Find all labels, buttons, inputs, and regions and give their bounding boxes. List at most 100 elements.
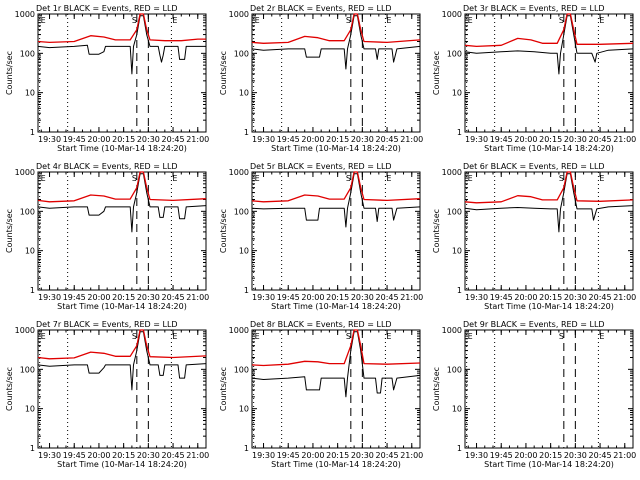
y-axis-label: Counts/sec [5,51,14,95]
x-tick-label: 20:30 [351,293,374,302]
y-tick-label: 100 [20,207,35,216]
marker-label: S [346,16,351,25]
marker-label: E [386,332,391,341]
marker-label: E [599,332,604,341]
y-axis-label: Counts/sec [5,209,14,253]
events-line [464,15,634,75]
panel-2: Det 2r BLACK = Events, RED = LLD 1 10 100 10… [219,4,423,153]
x-tick-label: 20:15 [112,451,135,460]
y-tick-label: 1 [30,128,35,137]
y-tick-label: 1000 [442,168,462,177]
x-tick-label: 20:30 [137,451,160,460]
marker-label: E [599,16,604,25]
x-tick-label: 19:45 [277,135,300,144]
y-axis-label: Counts/sec [219,367,228,411]
x-tick-label: 21:00 [186,135,209,144]
x-tick-label: 21:00 [400,135,423,144]
y-tick-label: 1 [30,444,35,453]
x-tick-label: 20:00 [514,135,537,144]
x-axis-label: Start Time (10-Mar-14 18:24:20) [484,144,614,153]
panel-4: Det 4r BLACK = Events, RED = LLD 1 10 100 10… [5,162,209,311]
y-tick-label: 100 [20,365,35,374]
plot-frame [251,329,421,449]
x-tick-label: 20:30 [351,451,374,460]
marker-label: E [41,332,46,341]
events-line [37,15,206,75]
x-tick-label: 20:45 [162,135,185,144]
x-tick-label: 20:30 [137,135,160,144]
marker-label: E [41,16,46,25]
y-tick-label: 10 [239,89,249,98]
y-tick-label: 10 [239,405,249,414]
marker-label: E [172,174,177,183]
x-axis-label: Start Time (10-Mar-14 18:24:20) [484,460,614,469]
plot-frame [464,329,634,449]
y-tick-label: 10 [25,247,35,256]
y-tick-label: 1000 [442,326,462,335]
y-tick-label: 1000 [229,168,249,177]
x-tick-label: 20:45 [589,451,612,460]
marker-label: S [346,174,351,183]
x-tick-label: 20:30 [564,451,587,460]
x-tick-label: 20:30 [351,135,374,144]
panel-9: Det 9r BLACK = Events, RED = LLD 1 10 100 10… [432,320,636,469]
y-axis-label: Counts/sec [5,367,14,411]
x-tick-label: 21:00 [613,293,636,302]
x-tick-label: 21:00 [613,451,636,460]
panel-title: Det 4r BLACK = Events, RED = LLD [36,162,178,171]
y-tick-label: 1000 [229,326,249,335]
marker-label: E [255,174,260,183]
x-tick-label: 19:45 [490,451,513,460]
plot-frame [37,329,207,449]
x-tick-label: 20:45 [589,293,612,302]
marker-label: E [386,174,391,183]
x-axis-label: Start Time (10-Mar-14 18:24:20) [57,460,187,469]
marker-label: E [41,174,46,183]
x-tick-label: 19:30 [252,293,275,302]
x-tick-label: 19:30 [38,293,61,302]
y-tick-label: 100 [234,207,249,216]
x-tick-label: 19:45 [490,293,513,302]
marker-label: E [172,16,177,25]
x-tick-label: 20:15 [326,293,349,302]
x-tick-label: 21:00 [400,293,423,302]
y-tick-label: 1 [457,128,462,137]
plot-frame [251,171,421,291]
y-axis-label: Counts/sec [219,209,228,253]
marker-label: E [468,16,473,25]
marker-label: S [132,332,137,341]
x-tick-label: 20:15 [326,451,349,460]
panel-title: Det 5r BLACK = Events, RED = LLD [250,162,392,171]
y-tick-label: 100 [447,207,462,216]
panel-title: Det 2r BLACK = Events, RED = LLD [250,4,392,13]
y-tick-label: 1 [30,286,35,295]
x-tick-label: 19:45 [63,451,86,460]
x-tick-label: 19:30 [38,451,61,460]
marker-label: E [468,332,473,341]
y-tick-label: 10 [25,405,35,414]
marker-label: S [346,332,351,341]
y-tick-label: 1 [244,286,249,295]
y-tick-label: 1000 [15,168,35,177]
x-tick-label: 20:00 [87,451,110,460]
y-axis-label: Counts/sec [432,367,441,411]
events-line [37,173,207,233]
panel-6: Det 6r BLACK = Events, RED = LLD 1 10 100 10… [432,162,636,311]
y-axis-label: Counts/sec [219,51,228,95]
marker-label: S [132,16,137,25]
lld-line [251,13,421,44]
events-line [251,15,421,70]
marker-label: E [255,332,260,341]
x-axis-label: Start Time (10-Mar-14 18:24:20) [271,302,401,311]
x-tick-label: 20:00 [514,451,537,460]
events-line [251,173,421,228]
x-tick-label: 19:45 [490,135,513,144]
y-tick-label: 100 [234,49,249,58]
plot-frame [37,13,207,133]
lld-line [251,171,421,203]
x-tick-label: 20:15 [112,135,135,144]
lld-line [37,329,207,360]
y-tick-label: 100 [234,365,249,374]
x-tick-label: 20:45 [589,135,612,144]
